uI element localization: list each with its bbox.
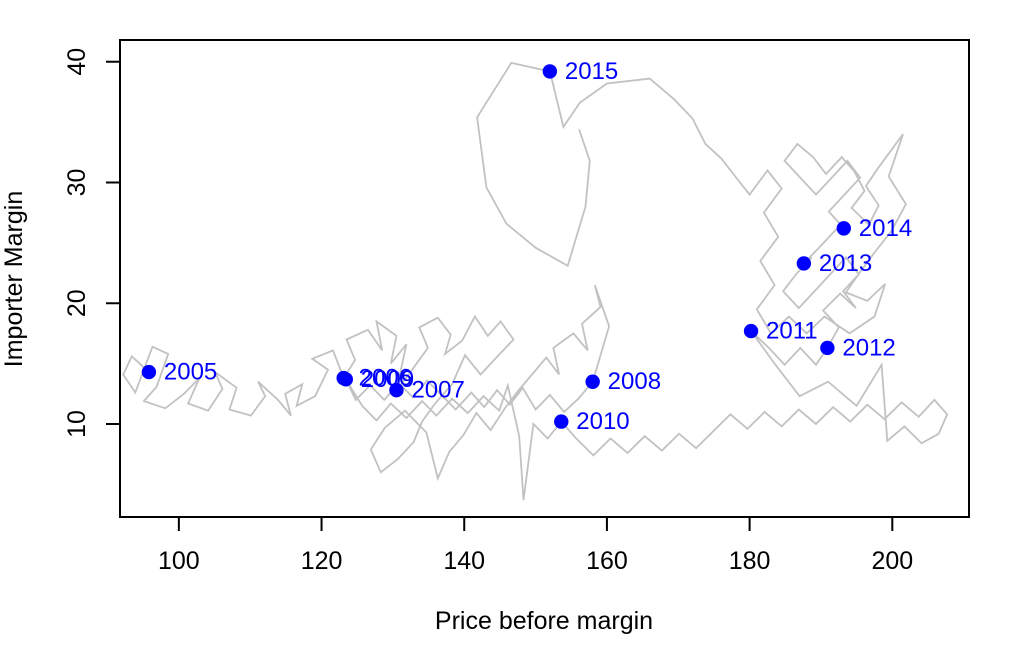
year-label-2009: 2009 <box>361 366 414 393</box>
x-axis-tick-label: 200 <box>871 547 913 575</box>
year-label-2005: 2005 <box>164 359 217 386</box>
plot-box <box>119 39 970 518</box>
y-axis-tick-label: 40 <box>63 48 91 76</box>
x-axis-tick-label: 180 <box>729 547 771 575</box>
data-point-2012 <box>820 340 835 356</box>
data-point-2005 <box>141 364 157 380</box>
trajectory-path <box>122 61 949 501</box>
year-label-2013: 2013 <box>819 250 872 277</box>
data-point-2007 <box>389 383 404 398</box>
trajectory-layer <box>122 61 949 501</box>
year-label-2008: 2008 <box>608 368 661 395</box>
data-point-2011 <box>743 323 759 339</box>
year-label-2012: 2012 <box>842 334 895 361</box>
year-label-2010: 2010 <box>576 408 629 435</box>
x-axis-title: Price before margin <box>435 607 653 635</box>
y-axis-tick-label: 10 <box>63 410 91 438</box>
data-point-2008 <box>585 374 600 389</box>
axes-layer: 100 120 140 160 180 200 10 20 30 40 <box>63 39 970 575</box>
year-label-2011: 2011 <box>766 318 818 345</box>
data-point-2013 <box>796 256 812 271</box>
year-label-2015: 2015 <box>565 58 618 85</box>
data-point-2010 <box>554 414 569 429</box>
y-axis-tick-label: 30 <box>63 169 91 197</box>
data-point-2015 <box>542 64 558 79</box>
data-point-2014 <box>836 221 851 236</box>
year-label-2014: 2014 <box>859 215 912 242</box>
y-axis-title: Importer Margin <box>0 191 28 367</box>
x-axis-tick-label: 140 <box>443 547 485 575</box>
x-axis-tick-label: 160 <box>586 547 628 575</box>
y-axis-tick-label: 20 <box>63 289 91 317</box>
x-axis-tick-label: 120 <box>301 547 343 575</box>
data-point-2009 <box>338 372 354 387</box>
year-label-2007: 2007 <box>411 377 464 404</box>
year-label-2006: 2006 <box>359 365 412 392</box>
x-axis-tick-label: 100 <box>158 547 200 575</box>
data-points-layer: 2005 2006 2007 2008 2009 2010 2011 2012 2013 2014… <box>141 58 912 435</box>
